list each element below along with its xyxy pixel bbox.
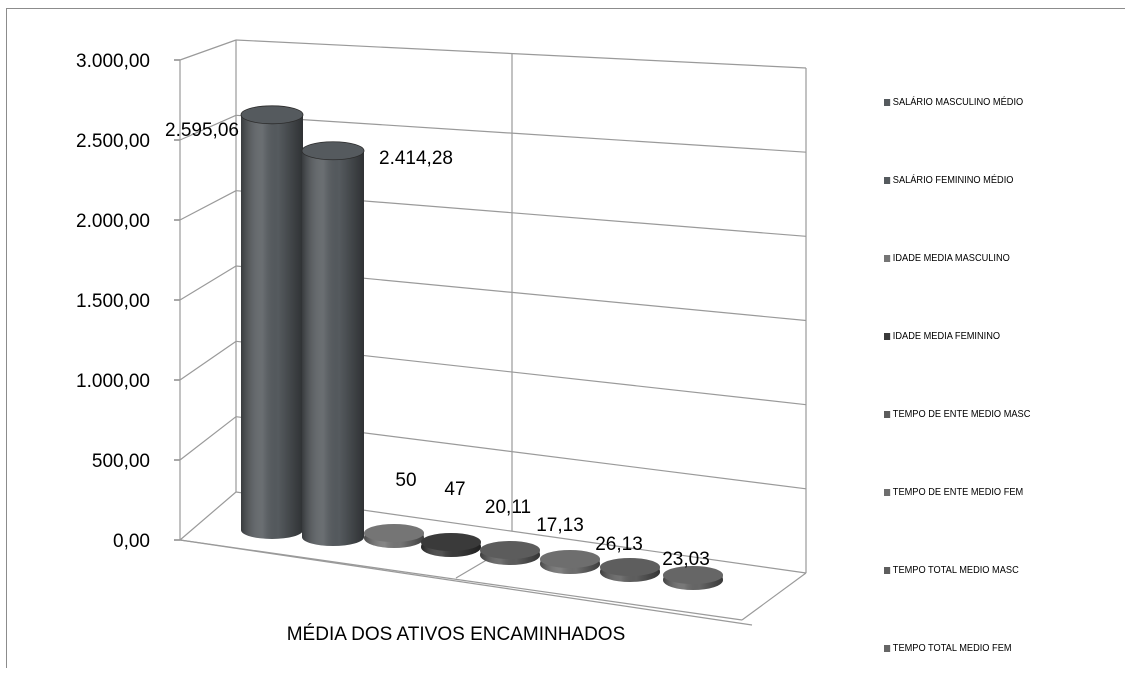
bar-disc-top (480, 541, 540, 559)
legend-swatch (884, 410, 891, 418)
legend-item: TEMPO TOTAL MEDIO FEM (884, 641, 1012, 655)
x-axis-title: MÉDIA DOS ATIVOS ENCAMINHADOS (287, 624, 626, 645)
gridline-side (179, 491, 237, 541)
data-label: 50 (395, 470, 416, 491)
chart-frame (6, 8, 1125, 668)
legend-swatch (884, 566, 891, 574)
bar-disc-top (663, 566, 723, 584)
gridline-back (235, 114, 807, 153)
gridline-side (179, 190, 237, 221)
legend-item: SALÁRIO FEMININO MÉDIO (884, 173, 1013, 187)
y-tick-label: 1.000,00 (76, 371, 150, 392)
bar-cylinder (480, 541, 540, 565)
legend-label: IDADE MEDIA FEMININO (892, 330, 1001, 342)
bar-cylinder (540, 550, 600, 574)
y-tick-label: 500,00 (92, 451, 150, 472)
y-tick-label: 2.500,00 (76, 131, 150, 152)
bar-body-shade (241, 114, 303, 539)
legend-swatch (884, 332, 891, 340)
data-label: 26,13 (595, 534, 643, 555)
y-tick-label: 1.500,00 (76, 291, 150, 312)
gridline-side (179, 39, 237, 61)
bar-cylinder (240, 105, 304, 539)
bar-body-shade (302, 150, 364, 546)
legend-label: SALÁRIO FEMININO MÉDIO (892, 174, 1014, 186)
bar-disc-top (421, 533, 481, 551)
bar-cylinder (600, 558, 660, 582)
bar-top (301, 141, 365, 161)
gridline-side (179, 265, 237, 301)
legend-label: TEMPO TOTAL MEDIO FEM (892, 642, 1012, 654)
floor-right-edge (741, 572, 807, 621)
bars-layer (240, 105, 723, 590)
legend-label: SALÁRIO MASCULINO MÉDIO (892, 96, 1024, 108)
legend-swatch (884, 176, 891, 184)
gridline-back (235, 39, 807, 69)
bar-cylinder (663, 566, 723, 590)
data-label: 20,11 (485, 497, 531, 518)
legend-item: TEMPO DE ENTE MEDIO MASC (884, 407, 1030, 421)
legend-item: SALÁRIO MASCULINO MÉDIO (884, 95, 1023, 109)
legend-swatch (884, 98, 891, 106)
bar-cylinder (421, 533, 481, 557)
legend-label: IDADE MEDIA MASCULINO (892, 252, 1010, 264)
legend-swatch (884, 644, 891, 652)
legend-item: TEMPO DE ENTE MEDIO FEM (884, 485, 1023, 499)
gridline-side (179, 114, 237, 141)
bar-top (240, 105, 304, 125)
data-label: 47 (444, 479, 465, 500)
legend-label: TEMPO TOTAL MEDIO MASC (892, 564, 1019, 576)
bar-cylinder (364, 524, 424, 548)
legend-item: IDADE MEDIA FEMININO (884, 329, 1000, 343)
legend-swatch (884, 488, 891, 496)
gridline-side (179, 340, 237, 381)
bar-disc-top (364, 524, 424, 542)
data-label: 2.414,28 (379, 148, 453, 169)
gridline-side (179, 416, 237, 461)
bar-cylinder (301, 141, 365, 546)
y-tick-label: 2.000,00 (76, 211, 150, 232)
bar-disc-top (540, 550, 600, 568)
legend-item: IDADE MEDIA MASCULINO (884, 251, 1010, 265)
y-tick-label: 3.000,00 (76, 51, 150, 72)
legend-label: TEMPO DE ENTE MEDIO FEM (892, 486, 1024, 498)
bar-disc-top (600, 558, 660, 576)
floor-front-axis (179, 539, 743, 621)
data-label: 17,13 (536, 515, 584, 536)
data-label: 2.595,06 (165, 120, 239, 141)
legend-swatch (884, 254, 891, 262)
y-tick-label: 0,00 (113, 531, 150, 552)
legend-item: TEMPO TOTAL MEDIO MASC (884, 563, 1019, 577)
y-axis-ticks: 0,00 500,00 1.000,00 1.500,00 2.000,00 2.500,… (76, 51, 150, 552)
data-label: 23,03 (662, 549, 710, 570)
legend-label: TEMPO DE ENTE MEDIO MASC (892, 408, 1031, 420)
